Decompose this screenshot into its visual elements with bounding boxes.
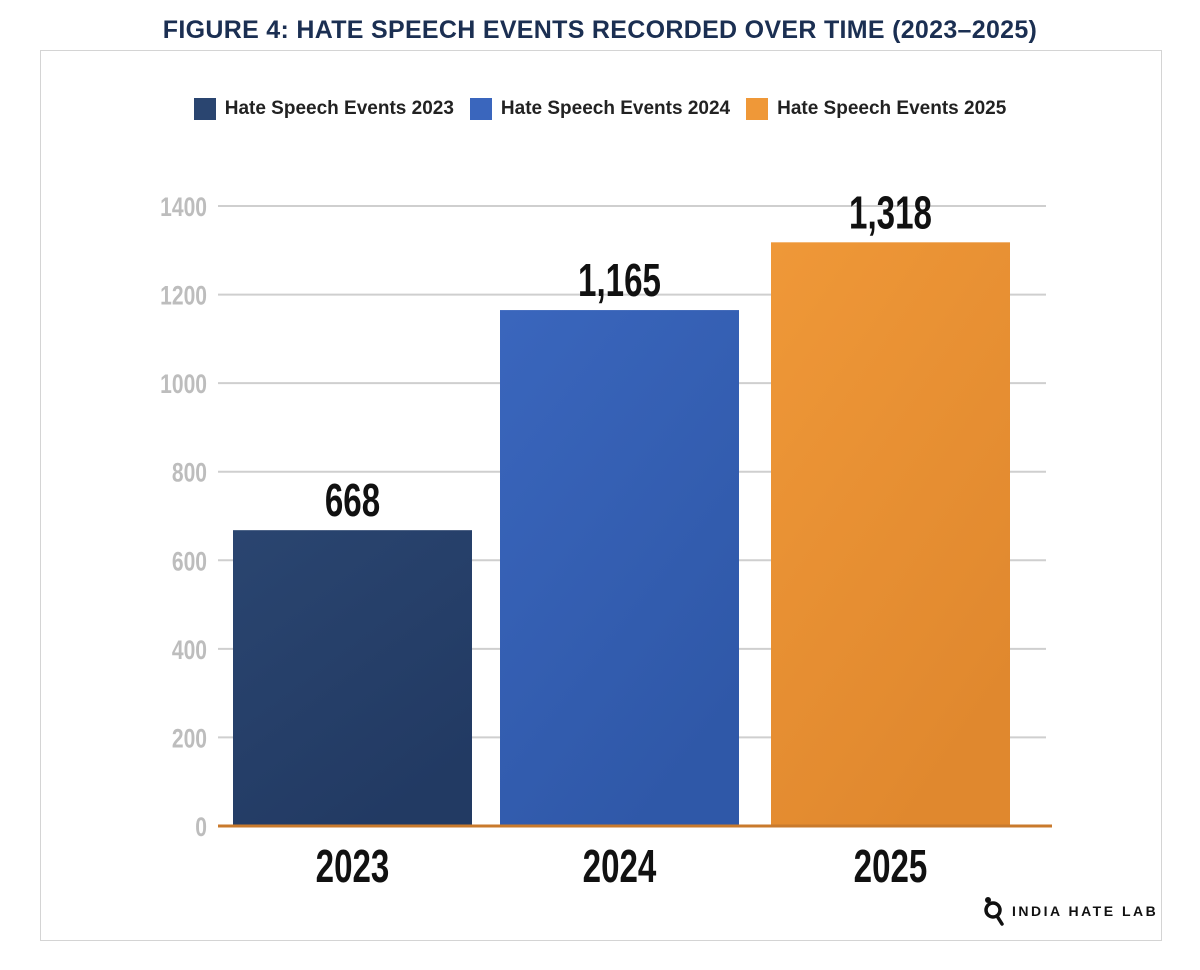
data-label: 1,318 [849,188,932,238]
bar-2023 [233,530,472,826]
y-tick-label: 800 [172,458,207,488]
legend-swatch [193,98,216,120]
x-tick-label: 2023 [316,842,390,892]
chart-title: FIGURE 4: HATE SPEECH EVENTS RECORDED OV… [162,16,1038,44]
y-tick-label: 0 [195,813,207,843]
y-tick-label: 600 [172,547,207,577]
y-tick-label: 1200 [160,281,207,311]
legend-item-2023: Hate Speech Events 2023 [193,98,454,120]
y-tick-label: 200 [172,724,207,754]
legend-label: Hate Speech Events 2025 [777,98,1007,119]
x-tick-label: 2024 [583,842,657,892]
magnifier-person-icon [984,897,1004,926]
logo-text: INDIA HATE LAB [1012,903,1159,919]
y-tick-label: 1000 [160,370,207,400]
bar-2025 [771,242,1010,827]
legend-item-2025: Hate Speech Events 2025 [746,98,1006,120]
legend-item-2024: Hate Speech Events 2024 [469,98,731,120]
legend: Hate Speech Events 2023 Hate Speech Even… [0,98,1200,120]
y-tick-label: 400 [172,635,207,665]
x-tick-label: 2025 [854,842,928,892]
legend-swatch [746,98,769,120]
legend-label: Hate Speech Events 2024 [500,98,731,119]
legend-swatch [469,98,492,120]
data-label: 1,165 [578,256,661,306]
y-tick-label: 1400 [160,193,207,223]
india-hate-lab-logo: INDIA HATE LAB [982,896,1158,926]
data-label: 668 [325,476,380,526]
chart-frame [40,50,1162,941]
legend-label: Hate Speech Events 2023 [224,98,454,119]
bar-2024 [500,310,739,827]
